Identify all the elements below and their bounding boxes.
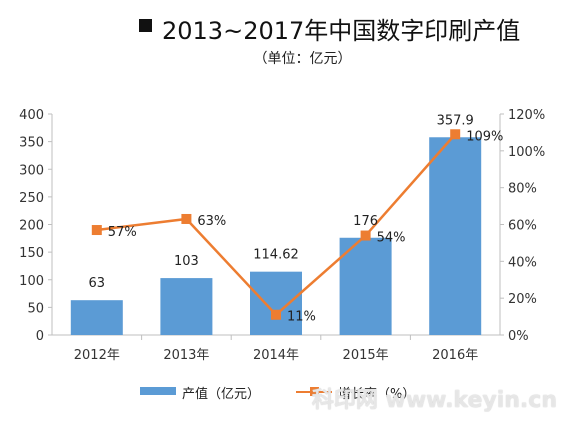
bar [429,137,482,335]
line-point [450,129,461,140]
bar [160,278,213,335]
legend-label-bar: 产值（亿元） [182,387,261,402]
line-point [181,213,192,224]
watermark: 科印网 www.keyin.cn [311,388,557,413]
y-right-tick-label: 20% [508,292,537,307]
x-tick-label: 2014年 [253,348,299,363]
chart-title: 2013~2017年中国数字印刷产值 [162,17,521,45]
bar [250,271,302,335]
line-point [271,309,281,320]
line-point [91,225,102,236]
x-tick-label: 2012年 [74,348,120,363]
legend: 产值（亿元） 增长率（%） [0,383,573,407]
axes-group: 0 50 100 150 200 250 300 350 400 0% 20% 40% 60% 80% 10… [19,108,545,363]
legend-line-marker [310,387,319,396]
x-tick-label: 2015年 [343,348,389,363]
x-tick-label: 2013年 [163,348,209,363]
y-left-tick-label: 150 [19,246,44,261]
line-group [91,129,461,320]
line-value-label: 54% [377,231,406,246]
bar-value-label: 114.62 [253,248,299,263]
x-tick-label: 2016年 [432,348,478,363]
y-left-tick-label: 250 [19,191,44,206]
bars-group [70,137,482,335]
line-point [360,230,371,241]
bar-value-label: 176 [353,214,378,229]
y-right-tick-label: 80% [508,182,537,197]
y-left-tick-label: 300 [19,163,44,178]
line-value-label: 63% [197,214,226,229]
line-value-label: 57% [108,225,137,240]
y-right-tick-label: 0% [508,329,529,344]
y-left-tick-label: 200 [19,219,44,234]
y-left-tick-label: 400 [19,108,44,123]
y-right-tick-label: 100% [508,145,545,160]
bar [339,237,392,335]
bar-value-label: 357.9 [437,113,474,128]
y-left-tick-label: 50 [27,301,44,316]
bar [70,300,123,335]
legend-label-line: 增长率（%） [338,387,416,402]
y-right-tick-label: 40% [508,255,537,270]
y-left-tick-label: 0 [36,329,44,344]
y-left-tick-label: 350 [19,136,44,151]
y-right-tick-label: 120% [508,108,545,123]
y-left-tick-label: 100 [19,274,44,289]
legend-bar-swatch [140,387,176,395]
chart-subtitle: （单位：亿元） [253,51,352,67]
bar-value-label: 103 [174,254,199,269]
data-labels-group: 63 103 114.62 176 357.9 57% 63% 11% 54% 109% [89,113,504,324]
line-value-label: 109% [466,129,503,144]
chart-title-row: 2013~2017年中国数字印刷产值 [0,10,573,45]
line-value-label: 11% [287,310,316,325]
bar-value-label: 63 [89,276,106,291]
y-right-tick-label: 60% [508,219,537,234]
title-bullet-square [139,19,152,32]
